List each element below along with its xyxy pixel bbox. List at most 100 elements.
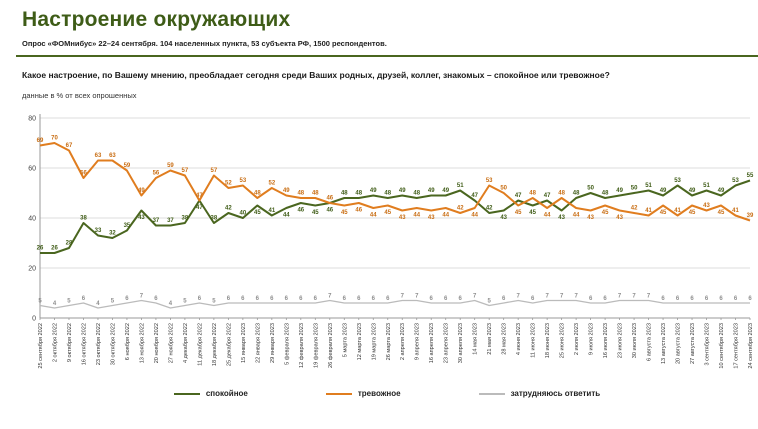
point-label: 41 bbox=[268, 208, 275, 214]
x-tick-label: 13 августа 2023 bbox=[661, 323, 667, 364]
point-label: 48 bbox=[602, 191, 609, 197]
point-label: 6 bbox=[734, 296, 738, 302]
point-label: 47 bbox=[515, 193, 522, 199]
point-label: 6 bbox=[444, 296, 448, 302]
point-label: 45 bbox=[660, 210, 667, 216]
point-label: 48 bbox=[297, 191, 304, 197]
point-label: 44 bbox=[544, 213, 551, 219]
x-tick-label: 9 апреля 2023 bbox=[415, 323, 421, 360]
point-label: 6 bbox=[603, 296, 607, 302]
survey-subtitle: Опрос «ФОМнибус» 22–24 сентября. 104 нас… bbox=[22, 39, 387, 48]
point-label: 48 bbox=[254, 191, 261, 197]
mood-chart: 0 20 40 60 80 25 сентября 2022 2 октября 2022 9… bbox=[28, 114, 754, 369]
point-label: 43 bbox=[500, 215, 507, 221]
y-tick-label: 40 bbox=[28, 216, 36, 223]
point-label: 44 bbox=[442, 213, 449, 219]
x-tick-label: 22 января 2023 bbox=[255, 323, 261, 363]
point-label: 53 bbox=[674, 178, 681, 184]
dk-line bbox=[39, 299, 750, 309]
x-tick-label: 26 февраля 2023 bbox=[328, 323, 334, 368]
point-label: 7 bbox=[618, 294, 622, 300]
x-tick-label: 5 февраля 2023 bbox=[284, 323, 290, 365]
x-tick-label: 9 октября 2022 bbox=[67, 323, 73, 362]
x-tick-label: 28 мая 2023 bbox=[502, 323, 508, 355]
point-label: 6 bbox=[299, 296, 303, 302]
calm-line-swatch bbox=[173, 392, 200, 395]
point-label: 49 bbox=[428, 188, 435, 194]
legend-item-calm: спокойное bbox=[173, 389, 248, 398]
point-label: 50 bbox=[631, 186, 638, 192]
y-tick-label: 60 bbox=[28, 166, 36, 173]
point-label: 7 bbox=[415, 294, 419, 300]
point-label: 50 bbox=[587, 186, 594, 192]
point-label: 5 bbox=[111, 299, 115, 305]
point-label: 44 bbox=[573, 213, 580, 219]
point-label: 41 bbox=[732, 208, 739, 214]
point-label: 28 bbox=[66, 241, 73, 247]
x-tick-label: 30 октября 2022 bbox=[110, 323, 116, 365]
point-label: 59 bbox=[167, 163, 174, 169]
point-label: 45 bbox=[254, 210, 261, 216]
point-label: 47 bbox=[196, 193, 203, 199]
survey-question: Какое настроение, по Вашему мнению, прео… bbox=[22, 70, 610, 80]
point-label: 49 bbox=[399, 188, 406, 194]
point-label: 48 bbox=[312, 191, 319, 197]
point-label: 52 bbox=[225, 181, 232, 187]
point-label: 56 bbox=[153, 171, 160, 177]
point-label: 42 bbox=[457, 206, 464, 212]
point-label: 49 bbox=[370, 188, 377, 194]
point-label: 4 bbox=[96, 301, 100, 307]
point-label: 6 bbox=[661, 296, 665, 302]
point-label: 49 bbox=[616, 188, 623, 194]
point-label: 6 bbox=[198, 296, 202, 302]
point-label: 59 bbox=[124, 163, 131, 169]
x-tick-label: 4 июня 2023 bbox=[516, 323, 522, 355]
point-label: 45 bbox=[384, 210, 391, 216]
x-tick-label: 9 июля 2023 bbox=[589, 323, 595, 355]
point-label: 46 bbox=[297, 208, 304, 214]
x-tick-label: 16 апреля 2023 bbox=[429, 323, 435, 363]
x-tick-label: 5 марта 2023 bbox=[342, 323, 348, 357]
point-label: 47 bbox=[196, 205, 203, 211]
point-label: 45 bbox=[529, 210, 536, 216]
point-label: 40 bbox=[240, 211, 247, 217]
point-label: 6 bbox=[430, 296, 434, 302]
point-label: 49 bbox=[689, 188, 696, 194]
point-label: 44 bbox=[471, 213, 478, 219]
point-label: 45 bbox=[312, 210, 319, 216]
point-label: 53 bbox=[240, 178, 247, 184]
x-tick-label: 23 апреля 2023 bbox=[444, 323, 450, 363]
point-label: 7 bbox=[647, 294, 651, 300]
x-tick-label: 12 марта 2023 bbox=[357, 323, 363, 360]
point-label: 7 bbox=[401, 294, 405, 300]
point-label: 48 bbox=[573, 191, 580, 197]
point-label: 48 bbox=[413, 191, 420, 197]
x-tick-label: 18 июня 2023 bbox=[545, 323, 551, 358]
x-tick-label: 6 ноября 2022 bbox=[125, 323, 131, 360]
point-label: 45 bbox=[689, 210, 696, 216]
legend-label-calm: спокойное bbox=[205, 389, 248, 398]
y-tick-label: 0 bbox=[32, 316, 36, 323]
x-tick-label: 2 июля 2023 bbox=[574, 323, 580, 355]
point-label: 52 bbox=[268, 181, 275, 187]
x-tick-label: 19 февраля 2023 bbox=[313, 323, 319, 368]
x-tick-label: 29 января 2023 bbox=[270, 323, 276, 363]
point-label: 57 bbox=[211, 168, 218, 174]
point-label: 49 bbox=[660, 188, 667, 194]
x-tick-label: 25 сентября 2022 bbox=[38, 323, 44, 369]
gridlines bbox=[40, 117, 750, 319]
point-label: 6 bbox=[719, 296, 723, 302]
point-label: 45 bbox=[602, 210, 609, 216]
point-label: 6 bbox=[343, 296, 347, 302]
point-label: 44 bbox=[370, 213, 377, 219]
point-label: 49 bbox=[718, 188, 725, 194]
point-label: 46 bbox=[326, 208, 333, 214]
point-label: 43 bbox=[558, 215, 565, 221]
point-label: 6 bbox=[386, 296, 390, 302]
point-label: 6 bbox=[256, 296, 260, 302]
point-label: 6 bbox=[125, 296, 129, 302]
x-tick-label: 11 декабря 2022 bbox=[197, 323, 203, 366]
point-label: 43 bbox=[428, 215, 435, 221]
point-label: 5 bbox=[67, 299, 71, 305]
point-label: 63 bbox=[109, 153, 116, 159]
